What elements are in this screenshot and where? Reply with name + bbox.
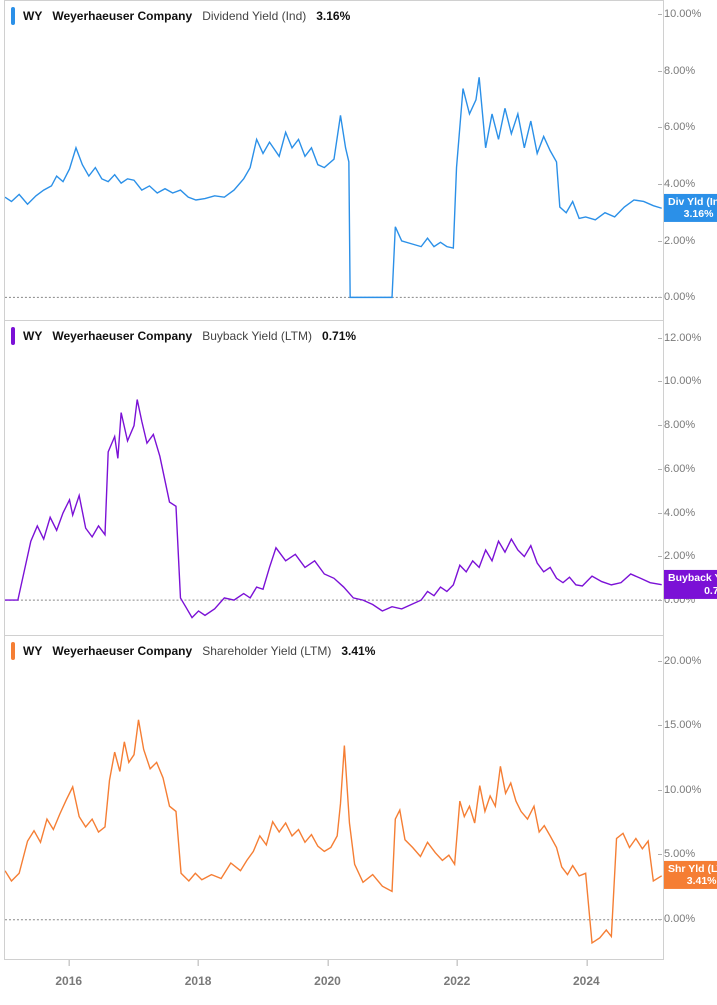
x-tick-label: 2016 xyxy=(55,974,82,988)
company-name: Weyerhaeuser Company xyxy=(50,9,194,23)
series-color-bar xyxy=(11,642,15,660)
badge-value: 3.41% xyxy=(668,875,717,887)
chart-panel-shareholder[interactable]: WY Weyerhaeuser Company Shareholder Yield … xyxy=(5,636,663,961)
y-tick-label: 8.00% xyxy=(664,419,695,431)
y-tick-label: 20.00% xyxy=(664,655,701,667)
y-tick-label: 15.00% xyxy=(664,719,701,731)
series-line-shareholder xyxy=(5,720,662,943)
series-line-buyback xyxy=(5,400,662,618)
badge-value: 3.16% xyxy=(668,208,717,220)
y-tick-label: 12.00% xyxy=(664,332,701,344)
metric-value: 3.16% xyxy=(314,9,352,23)
y-tick-label: 5.00% xyxy=(664,848,695,860)
panel-header: WY Weyerhaeuser Company Buyback Yield (LTM… xyxy=(11,327,358,345)
metric-value: 3.41% xyxy=(339,644,377,658)
panel-header: WY Weyerhaeuser Company Dividend Yield (In… xyxy=(11,7,352,25)
badge-label: Shr Yld (LTM) xyxy=(668,863,717,875)
x-tick-label: 2024 xyxy=(573,974,600,988)
y-axis-shareholder: 0.00% 5.00% 10.00% 15.00% 20.00% Shr Yld (LTM… xyxy=(664,635,717,960)
series-line-dividend xyxy=(5,77,662,297)
ticker-symbol: WY xyxy=(21,9,44,23)
y-tick-label: 10.00% xyxy=(664,784,701,796)
ticker-symbol: WY xyxy=(21,329,44,343)
y-tick-label: 10.00% xyxy=(664,8,701,20)
panel-header: WY Weyerhaeuser Company Shareholder Yield … xyxy=(11,642,377,660)
chart-plot-area[interactable] xyxy=(5,636,663,961)
y-tick-label: 0.00% xyxy=(664,291,695,303)
y-tick-label: 8.00% xyxy=(664,65,695,77)
y-tick-label: 6.00% xyxy=(664,121,695,133)
metric-value: 0.71% xyxy=(320,329,358,343)
metric-name: Shareholder Yield (LTM) xyxy=(200,644,333,658)
y-axis-buyback: 0.00%2.00%4.00%6.00%8.00%10.00%12.00%Buy… xyxy=(664,320,717,635)
badge-label: Div Yld (Ind) xyxy=(668,196,717,208)
chart-plot-area[interactable] xyxy=(5,1,663,320)
y-axis-dividend: 0.00% 2.00% 4.00% 6.00% 8.00% 10.00% Div Yld (… xyxy=(664,0,717,320)
y-tick-label: 2.00% xyxy=(664,235,695,247)
chart-panel-dividend[interactable]: WY Weyerhaeuser Company Dividend Yield (In… xyxy=(5,1,663,321)
y-tick-label: 4.00% xyxy=(664,507,695,519)
current-value-badge: Div Yld (Ind)3.16% xyxy=(664,194,717,222)
chart-panel-buyback[interactable]: WY Weyerhaeuser Company Buyback Yield (LTM… xyxy=(5,321,663,636)
charts-container: WY Weyerhaeuser Company Dividend Yield (In… xyxy=(4,0,664,960)
series-color-bar xyxy=(11,7,15,25)
ticker-symbol: WY xyxy=(21,644,44,658)
y-tick-label: 2.00% xyxy=(664,550,695,562)
x-tick-label: 2018 xyxy=(185,974,212,988)
series-color-bar xyxy=(11,327,15,345)
chart-plot-area[interactable] xyxy=(5,321,663,635)
y-tick-label: 0.00% xyxy=(664,913,695,925)
y-tick-label: 4.00% xyxy=(664,178,695,190)
x-tick-label: 2020 xyxy=(314,974,341,988)
x-tick-label: 2022 xyxy=(444,974,471,988)
badge-value: 0.71% xyxy=(668,584,717,596)
y-tick-label: 10.00% xyxy=(664,375,701,387)
badge-label: Buyback Yield (LTM) xyxy=(668,572,717,584)
x-axis: 2016 2018 2020 2022 2024 xyxy=(4,960,664,1000)
current-value-badge: Shr Yld (LTM)3.41% xyxy=(664,861,717,889)
y-tick-label: 6.00% xyxy=(664,463,695,475)
company-name: Weyerhaeuser Company xyxy=(50,644,194,658)
company-name: Weyerhaeuser Company xyxy=(50,329,194,343)
metric-name: Dividend Yield (Ind) xyxy=(200,9,308,23)
metric-name: Buyback Yield (LTM) xyxy=(200,329,314,343)
current-value-badge: Buyback Yield (LTM)0.71% xyxy=(664,570,717,598)
